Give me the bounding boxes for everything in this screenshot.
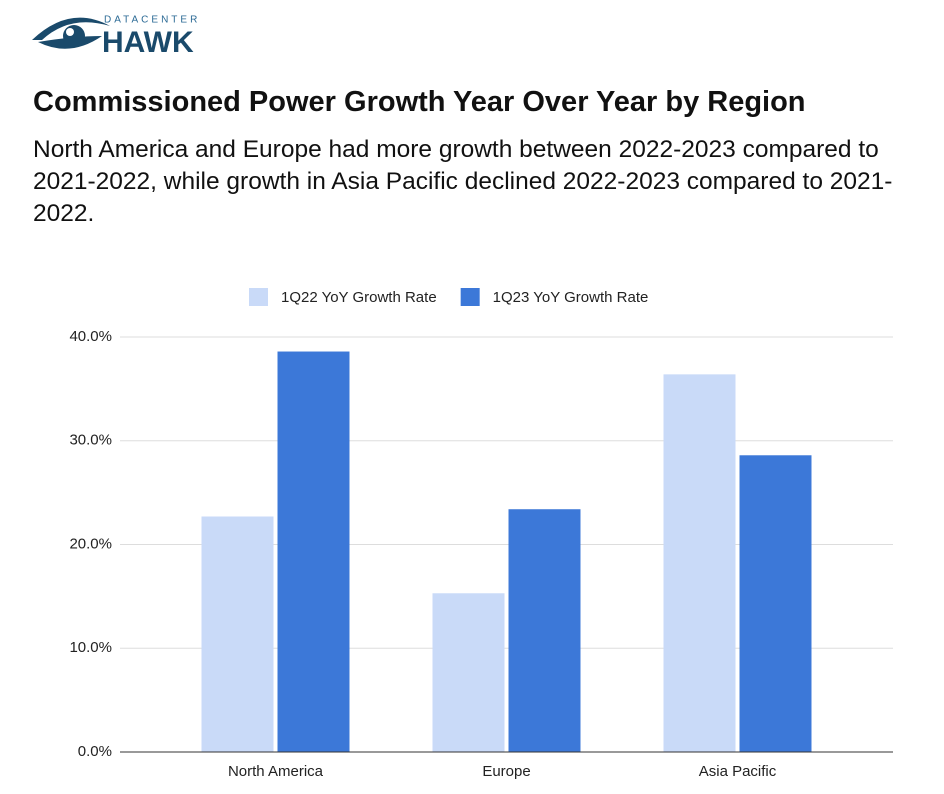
chart-title: Commissioned Power Growth Year Over Year… (33, 86, 806, 118)
x-tick-label: Asia Pacific (699, 763, 777, 780)
bar (277, 351, 350, 752)
legend-swatch (460, 288, 480, 306)
logo-bottom: HAWK (102, 26, 194, 59)
bar (663, 374, 736, 752)
logo-eye-top (32, 17, 110, 40)
bar (739, 455, 812, 752)
y-tick-label: 0.0% (78, 743, 112, 760)
x-tick-label: North America (228, 763, 324, 780)
bar (508, 509, 581, 752)
legend-swatch (249, 288, 268, 306)
chart-subtitle: North America and Europe had more growth… (33, 136, 893, 227)
bar (201, 516, 274, 752)
legend-label: 1Q22 YoY Growth Rate (281, 289, 437, 306)
y-tick-label: 30.0% (69, 432, 112, 449)
logo: DATACENTER HAWK (32, 15, 200, 59)
legend-label: 1Q23 YoY Growth Rate (493, 289, 649, 306)
logo-glint (66, 28, 74, 36)
y-tick-label: 10.0% (69, 639, 112, 656)
bar (432, 593, 505, 752)
x-tick-label: Europe (482, 763, 530, 780)
y-tick-label: 40.0% (69, 328, 112, 345)
logo-top: DATACENTER (104, 15, 200, 26)
y-tick-label: 20.0% (69, 535, 112, 552)
